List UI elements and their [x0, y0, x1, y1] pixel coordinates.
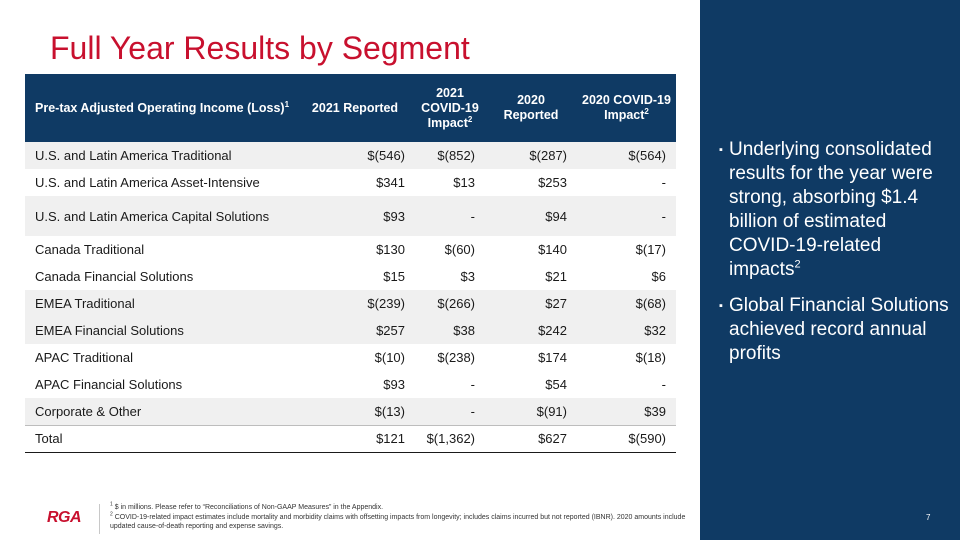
cell-2021-covid-impact: $(238) — [437, 350, 475, 365]
table-row: U.S. and Latin America Traditional $(546)… — [25, 142, 676, 169]
table-row: EMEA Traditional $(239) $(266) $27 $(68) — [25, 290, 676, 317]
cell-2021-covid-impact: $(852) — [437, 148, 475, 163]
cell-2020-covid-impact: $(564) — [628, 148, 666, 163]
cell-segment: Canada Financial Solutions — [35, 269, 194, 284]
cell-segment: EMEA Traditional — [35, 296, 135, 311]
cell-2020-reported: $242 — [538, 323, 567, 338]
cell-2020-reported: $(287) — [529, 148, 567, 163]
cell-2020-covid-impact: $32 — [644, 323, 666, 338]
table-row: U.S. and Latin America Capital Solutions… — [25, 196, 676, 236]
cell-2020-reported: $627 — [485, 424, 577, 453]
cell-2020-covid-impact: - — [661, 175, 666, 190]
rga-logo: RGA — [47, 509, 82, 526]
cell-2021-covid-impact: $(266) — [437, 296, 475, 311]
cell-2021-covid-impact: - — [470, 208, 475, 224]
cell-2021-covid-impact: - — [470, 377, 475, 392]
cell-segment: Total — [25, 424, 295, 453]
cell-2020-reported: $94 — [545, 208, 567, 224]
table-row: EMEA Financial Solutions $257 $38 $242 $32 — [25, 317, 676, 344]
key-point-footnote-ref: 2 — [794, 258, 801, 271]
footnote-1: 1 $ in millions. Please refer to “Reconc… — [110, 501, 384, 511]
key-point-text: Global Financial Solutions achieved reco… — [729, 295, 949, 364]
page-title: Full Year Results by Segment — [50, 30, 470, 66]
cell-2020-covid-impact: $(590) — [577, 424, 676, 453]
cell-2021-covid-impact: $(1,362) — [415, 424, 485, 453]
table-row: Canada Traditional $130 $(60) $140 $(17) — [25, 236, 676, 263]
cell-2021-reported: $(546) — [367, 148, 405, 163]
table-row: APAC Financial Solutions $93 - $54 - — [25, 371, 676, 398]
segment-results-table-container: Pre-tax Adjusted Operating Income (Loss)… — [25, 74, 676, 453]
cell-2021-reported: $130 — [376, 242, 405, 257]
cell-2021-reported: $121 — [295, 424, 415, 453]
header-2020-reported: 2020 Reported — [503, 93, 559, 122]
cell-2021-reported: $93 — [383, 208, 405, 224]
cell-2021-covid-impact: $13 — [453, 175, 475, 190]
key-point-text: Underlying consolidated results for the … — [729, 139, 933, 280]
cell-2021-reported: $341 — [376, 175, 405, 190]
cell-segment: U.S. and Latin America Asset-Intensive — [35, 175, 260, 190]
footnotes: 1 $ in millions. Please refer to “Reconc… — [110, 501, 690, 532]
cell-2021-covid-impact: $(60) — [444, 242, 475, 257]
cell-2021-covid-impact: $38 — [453, 323, 475, 338]
cell-segment: APAC Financial Solutions — [35, 377, 183, 392]
table-row: Canada Financial Solutions $15 $3 $21 $6 — [25, 263, 676, 290]
cell-segment: Corporate & Other — [35, 403, 142, 419]
right-panel — [700, 0, 960, 540]
table-row: APAC Traditional $(10) $(238) $174 $(18) — [25, 344, 676, 371]
cell-2021-reported: $257 — [376, 323, 405, 338]
key-point-item: ▪ Global Financial Solutions achieved rec… — [719, 294, 954, 366]
cell-segment: Canada Traditional — [35, 242, 145, 257]
cell-2020-covid-impact: $6 — [651, 269, 666, 284]
cell-2020-covid-impact: $39 — [644, 403, 666, 419]
table-body: U.S. and Latin America Traditional $(546)… — [25, 142, 676, 453]
cell-2020-reported: $54 — [545, 377, 567, 392]
cell-2020-covid-impact: - — [661, 377, 666, 392]
cell-2021-reported: $(239) — [367, 296, 405, 311]
cell-2020-covid-impact: $(17) — [635, 242, 666, 257]
cell-2020-reported: $(91) — [536, 403, 567, 419]
table-row: Total $121 $(1,362) $627 $(590) — [25, 424, 676, 453]
cell-2021-reported: $(13) — [374, 403, 405, 419]
square-bullet-icon: ▪ — [719, 144, 723, 156]
cell-segment: EMEA Financial Solutions — [35, 323, 184, 338]
square-bullet-icon: ▪ — [719, 300, 723, 312]
cell-2020-covid-impact: - — [661, 208, 666, 224]
table-header-row: Pre-tax Adjusted Operating Income (Loss)… — [25, 74, 676, 142]
cell-segment: APAC Traditional — [35, 350, 134, 365]
cell-2020-covid-impact: $(18) — [635, 350, 666, 365]
key-points-list: ▪ Underlying consolidated results for the… — [719, 138, 954, 378]
cell-2021-reported: $15 — [383, 269, 405, 284]
cell-segment: U.S. and Latin America Traditional — [35, 148, 232, 163]
cell-2021-reported: $(10) — [374, 350, 405, 365]
segment-results-table: Pre-tax Adjusted Operating Income (Loss)… — [25, 74, 676, 453]
cell-segment: U.S. and Latin America Capital Solutions — [35, 208, 270, 224]
header-2020-covid-impact: 2020 COVID-19 Impact2 — [582, 93, 671, 122]
footnote-2: 2 COVID-19-related impact estimates incl… — [110, 511, 686, 530]
table-row: U.S. and Latin America Asset-Intensive $3… — [25, 169, 676, 196]
cell-2021-reported: $93 — [383, 377, 405, 392]
table-row: Corporate & Other $(13) - $(91) $39 — [25, 398, 676, 425]
cell-2020-reported: $140 — [538, 242, 567, 257]
header-segment: Pre-tax Adjusted Operating Income (Loss)… — [35, 99, 290, 115]
cell-2020-reported: $253 — [538, 175, 567, 190]
header-2021-covid-impact: 2021 COVID-19 Impact2 — [421, 85, 479, 130]
cell-2020-reported: $27 — [545, 296, 567, 311]
page-number: 7 — [926, 513, 931, 522]
cell-2020-covid-impact: $(68) — [635, 296, 666, 311]
footer-divider — [99, 504, 100, 534]
cell-2021-covid-impact: $3 — [460, 269, 475, 284]
header-2021-reported: 2021 Reported — [311, 100, 399, 115]
key-point-item: ▪ Underlying consolidated results for the… — [719, 138, 954, 282]
cell-2021-covid-impact: - — [470, 403, 475, 419]
cell-2020-reported: $21 — [545, 269, 567, 284]
cell-2020-reported: $174 — [538, 350, 567, 365]
